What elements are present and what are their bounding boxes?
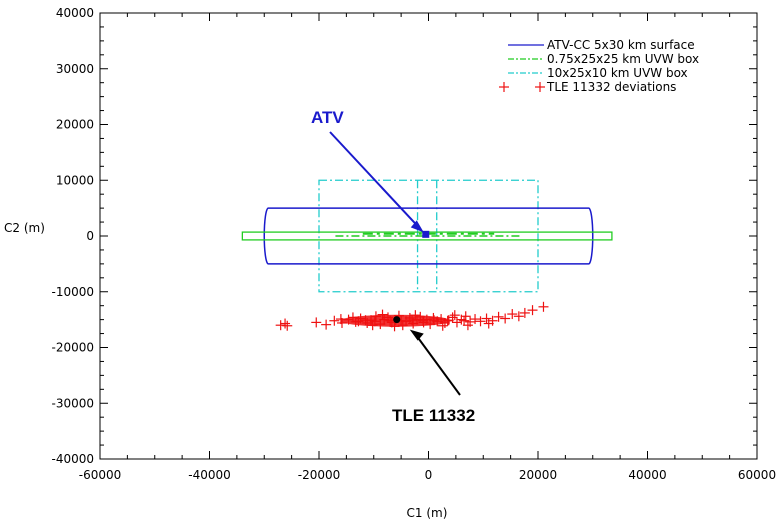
- tle-11332-position-marker: [393, 316, 401, 324]
- tle-deviation-point: [538, 301, 549, 312]
- tle-deviation-point: [483, 318, 494, 329]
- tle-deviation-point: [470, 314, 481, 325]
- x-tick-label: 20000: [519, 468, 557, 482]
- tle-deviation-point: [500, 313, 511, 324]
- y-tick-label: -30000: [51, 396, 94, 410]
- atv-arrow-head: [410, 220, 424, 233]
- tle-deviation-point: [449, 310, 460, 321]
- tle-deviation-point: [460, 311, 471, 322]
- y-tick-label: -20000: [51, 341, 94, 355]
- y-tick-label: -40000: [51, 452, 94, 466]
- tle-deviation-point: [513, 311, 524, 322]
- tle-annotation-arrow: [414, 334, 461, 396]
- atv-position-marker: [422, 230, 430, 238]
- series-atv-cc-surface: [263, 207, 594, 265]
- y-tick-label: -10000: [51, 285, 94, 299]
- tle-deviation-point: [481, 313, 492, 324]
- y-tick-label: 0: [86, 229, 94, 243]
- legend-label: 10x25x10 km UVW box: [547, 66, 688, 80]
- y-tick-label: 10000: [56, 173, 94, 187]
- x-tick-label: -40000: [188, 468, 231, 482]
- y-tick-label: 20000: [56, 118, 94, 132]
- tle-deviation-point: [321, 319, 332, 330]
- atv-annotation-arrow: [329, 131, 421, 230]
- series-uvw-box-10x25x10: [318, 179, 539, 293]
- annotations: ATV TLE 11332: [311, 108, 475, 425]
- y-tick-label: 40000: [56, 6, 94, 20]
- x-axis-title: C1 (m): [407, 506, 448, 520]
- tle-deviation-point: [311, 317, 322, 328]
- legend-label: 0.75x25x25 km UVW box: [547, 52, 699, 66]
- tle-deviation-point: [329, 315, 340, 326]
- tle-deviation-point: [280, 318, 291, 329]
- legend-label: TLE 11332 deviations: [546, 80, 676, 94]
- tle-deviation-point: [475, 316, 486, 327]
- atv-annotation-label: ATV: [311, 108, 344, 127]
- x-tick-label: 0: [425, 468, 433, 482]
- tle-deviation-point: [282, 320, 293, 331]
- tle-deviation-point: [493, 311, 504, 322]
- tle-annotation-label: TLE 11332: [392, 406, 475, 425]
- tle-deviation-point: [462, 320, 473, 331]
- y-axis-title: C2 (m): [4, 221, 45, 235]
- tle-arrow-head: [409, 329, 424, 341]
- y-tick-label: 30000: [56, 62, 94, 76]
- x-tick-label: -20000: [298, 468, 341, 482]
- x-tick-label: -60000: [79, 468, 122, 482]
- tle-deviation-point: [527, 305, 538, 316]
- x-tick-label: 60000: [738, 468, 776, 482]
- x-tick-label: 40000: [628, 468, 666, 482]
- tle-deviation-point: [507, 309, 518, 320]
- axes-layer: -60000 -40000 -20000 0 20000 40000 60000 -40000…: [51, 6, 776, 482]
- data-layer: [241, 179, 613, 332]
- legend-label: ATV-CC 5x30 km surface: [547, 38, 695, 52]
- tle-deviation-point: [519, 307, 530, 318]
